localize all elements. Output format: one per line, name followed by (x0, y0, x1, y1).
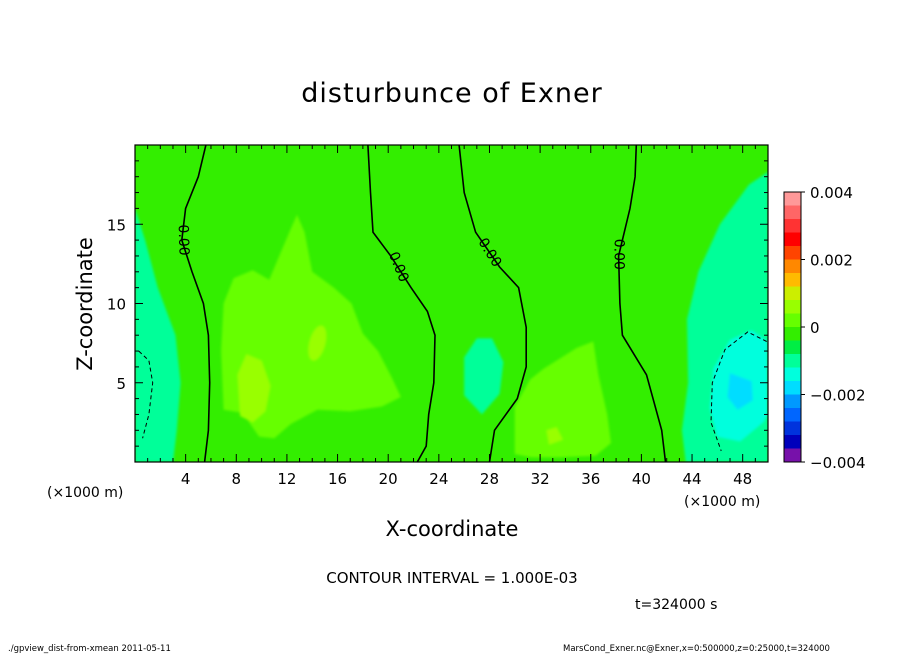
colorbar-swatch (784, 273, 801, 287)
zero-contour-4 (617, 145, 667, 462)
zero-contour-3 (458, 145, 527, 462)
contour-label-1: 0.00 (175, 224, 192, 256)
colorbar-tick-label: 0.002 (810, 252, 853, 270)
time-text: t=324000 s (635, 597, 717, 613)
negative-contour-2 (710, 331, 767, 452)
x-tick-label: 32 (531, 470, 550, 488)
colorbar-swatch (784, 394, 801, 409)
x-tick-label: 12 (277, 470, 296, 488)
chart-title: disturbunce of Exner (301, 78, 602, 109)
colorbar-tick-label: −0.004 (810, 454, 866, 472)
x-tick-label: 24 (429, 470, 448, 488)
colorbar-swatch (784, 448, 801, 463)
y-tick-label: 5 (116, 375, 126, 393)
x-tick-label: 40 (632, 470, 651, 488)
colorbar-swatch (784, 313, 801, 328)
x-tick-label: 36 (581, 470, 600, 488)
colorbar-swatch (784, 232, 801, 247)
x-tick-label: 20 (379, 470, 398, 488)
x-tick-label: 16 (328, 470, 347, 488)
colorbar-swatch (784, 367, 801, 382)
colorbar-swatch (784, 340, 801, 355)
plot-area: 0.000.00 0.00 0.00 (135, 145, 768, 462)
right-edge-center-region (727, 373, 753, 410)
colorbar-swatch (784, 354, 801, 368)
x-tick-label: 4 (181, 470, 191, 488)
left-edge-cool-region (135, 208, 181, 462)
colorbar-swatch (784, 421, 801, 436)
colorbar-swatch (784, 219, 801, 233)
colorbar-tick-label: −0.002 (810, 387, 866, 405)
footer-left: ./gpview_dist-from-xmean 2011-05-11 (8, 644, 171, 654)
colorbar-swatch (784, 408, 801, 422)
y-tick-label: 15 (107, 216, 126, 234)
colorbar-swatch (784, 327, 801, 341)
colorbar: 0.004 0.002 0 −0.002 −0.004 (783, 184, 866, 472)
colorbar-swatch (784, 192, 801, 206)
colorbar-swatch (784, 205, 801, 220)
negative-contour-1 (138, 350, 154, 439)
x-tick-label: 44 (682, 470, 701, 488)
x-tick-label: 8 (232, 470, 242, 488)
y-axis-label: Z-coordinate (73, 237, 97, 371)
right-center-warmer-region (546, 427, 563, 445)
x-unit-label-right: (×1000 m) (684, 494, 760, 510)
footer-right: MarsCond_Exner.nc@Exner,x=0:500000,z=0:2… (563, 644, 830, 654)
colorbar-tick-label: 0 (810, 319, 820, 337)
mid-cool-patch-region (464, 338, 504, 415)
warm-blob-upper (308, 325, 327, 361)
x-axis-label: X-coordinate (386, 517, 519, 541)
colorbar-swatch (784, 381, 801, 395)
left-center-warmer-region (237, 354, 271, 423)
right-center-warm-region (514, 341, 611, 458)
colorbar-swatch (784, 259, 801, 274)
x-tick-label: 28 (480, 470, 499, 488)
contour-label-4: 0.00 (611, 239, 627, 270)
zero-contour-1 (180, 145, 211, 462)
colorbar-swatch (784, 286, 801, 301)
contour-interval-text: CONTOUR INTERVAL = 1.000E-03 (326, 569, 577, 587)
colorbar-swatch (784, 300, 801, 314)
colorbar-swatch (784, 435, 801, 449)
zero-contour-2 (367, 145, 436, 462)
x-tick-label: 48 (733, 470, 752, 488)
x-unit-label-left: (×1000 m) (47, 485, 123, 501)
y-tick-label: 10 (107, 296, 126, 314)
colorbar-tick-label: 0.004 (810, 184, 853, 202)
colorbar-swatch (784, 246, 801, 260)
